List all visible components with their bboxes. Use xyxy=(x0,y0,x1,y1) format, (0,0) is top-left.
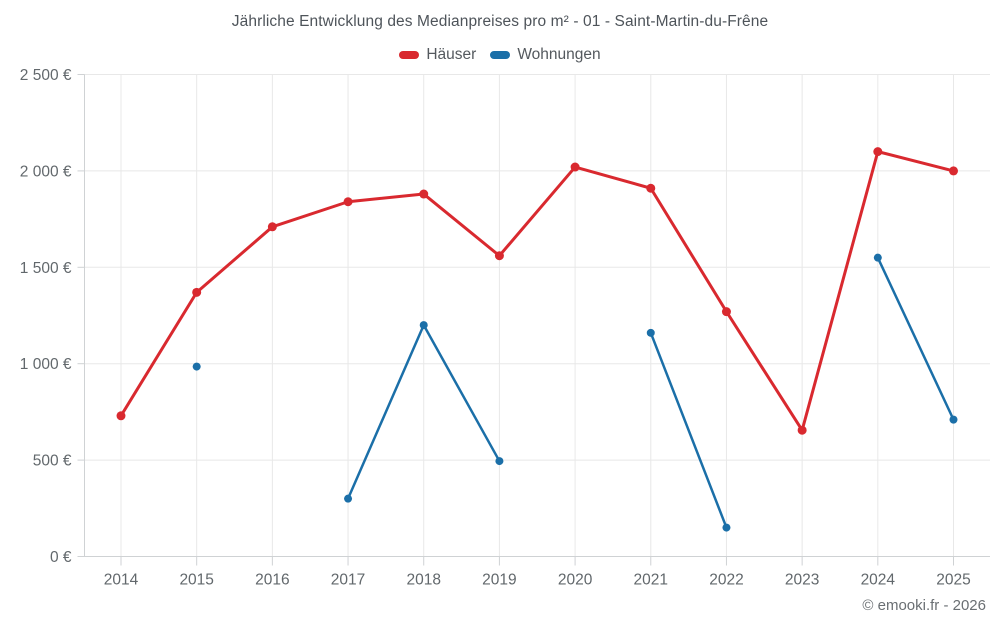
data-point-häuser-2023[interactable] xyxy=(797,425,807,435)
legend-swatch-haeuser-icon xyxy=(399,51,420,59)
legend-label-wohnungen: Wohnungen xyxy=(517,46,601,63)
x-axis-label: 2014 xyxy=(104,572,139,589)
x-axis-label: 2015 xyxy=(179,572,213,589)
data-point-wohnungen-2019[interactable] xyxy=(495,457,504,466)
data-point-wohnungen-2024[interactable] xyxy=(873,253,882,262)
data-point-wohnungen-2017[interactable] xyxy=(344,494,353,503)
chart-title: Jährliche Entwicklung des Medianpreises … xyxy=(231,13,769,30)
y-axis-label: 2 000 € xyxy=(20,163,72,180)
data-point-häuser-2019[interactable] xyxy=(494,251,504,261)
chart-legend: Häuser Wohnungen xyxy=(0,46,1000,64)
data-point-häuser-2014[interactable] xyxy=(116,411,126,421)
data-point-häuser-2017[interactable] xyxy=(343,197,353,207)
legend-item-wohnungen[interactable]: Wohnungen xyxy=(490,46,601,64)
x-axis-label: 2017 xyxy=(331,572,365,589)
series-line-wohnungen xyxy=(649,331,728,529)
data-point-häuser-2016[interactable] xyxy=(267,222,277,232)
x-axis-label: 2018 xyxy=(406,572,440,589)
x-axis-label: 2016 xyxy=(255,572,289,589)
series-line-häuser xyxy=(119,150,955,432)
y-axis-label: 2 500 € xyxy=(20,67,72,84)
data-point-häuser-2020[interactable] xyxy=(570,162,580,172)
data-point-wohnungen-2018[interactable] xyxy=(419,321,428,330)
x-axis-label: 2023 xyxy=(785,572,819,589)
data-point-häuser-2024[interactable] xyxy=(873,147,883,157)
legend-label-haeuser: Häuser xyxy=(426,46,477,63)
data-point-häuser-2025[interactable] xyxy=(949,166,958,176)
data-point-häuser-2015[interactable] xyxy=(192,287,202,297)
data-point-häuser-2022[interactable] xyxy=(721,307,731,317)
x-axis-label: 2020 xyxy=(558,572,593,589)
data-point-häuser-2021[interactable] xyxy=(646,183,656,193)
data-point-wohnungen-2025[interactable] xyxy=(949,415,958,424)
legend-swatch-wohnungen-icon xyxy=(490,51,511,59)
y-axis-label: 1 500 € xyxy=(20,260,72,277)
x-axis-label: 2024 xyxy=(861,572,896,589)
data-point-wohnungen-2021[interactable] xyxy=(646,328,655,337)
data-point-wohnungen-2022[interactable] xyxy=(722,523,731,532)
x-axis-label: 2021 xyxy=(634,572,668,589)
x-axis-label: 2025 xyxy=(936,572,970,589)
legend-item-haeuser[interactable]: Häuser xyxy=(399,46,476,64)
data-point-häuser-2018[interactable] xyxy=(419,189,429,199)
data-point-wohnungen-2015[interactable] xyxy=(192,362,201,371)
y-axis-label: 0 € xyxy=(50,549,72,566)
y-axis-label: 1 000 € xyxy=(20,356,72,373)
copyright-credit: © emooki.fr - 2026 xyxy=(862,597,986,614)
series-line-wohnungen xyxy=(876,256,955,421)
x-axis-label: 2022 xyxy=(709,572,743,589)
y-axis-label: 500 € xyxy=(33,453,72,470)
x-axis-label: 2019 xyxy=(482,572,516,589)
